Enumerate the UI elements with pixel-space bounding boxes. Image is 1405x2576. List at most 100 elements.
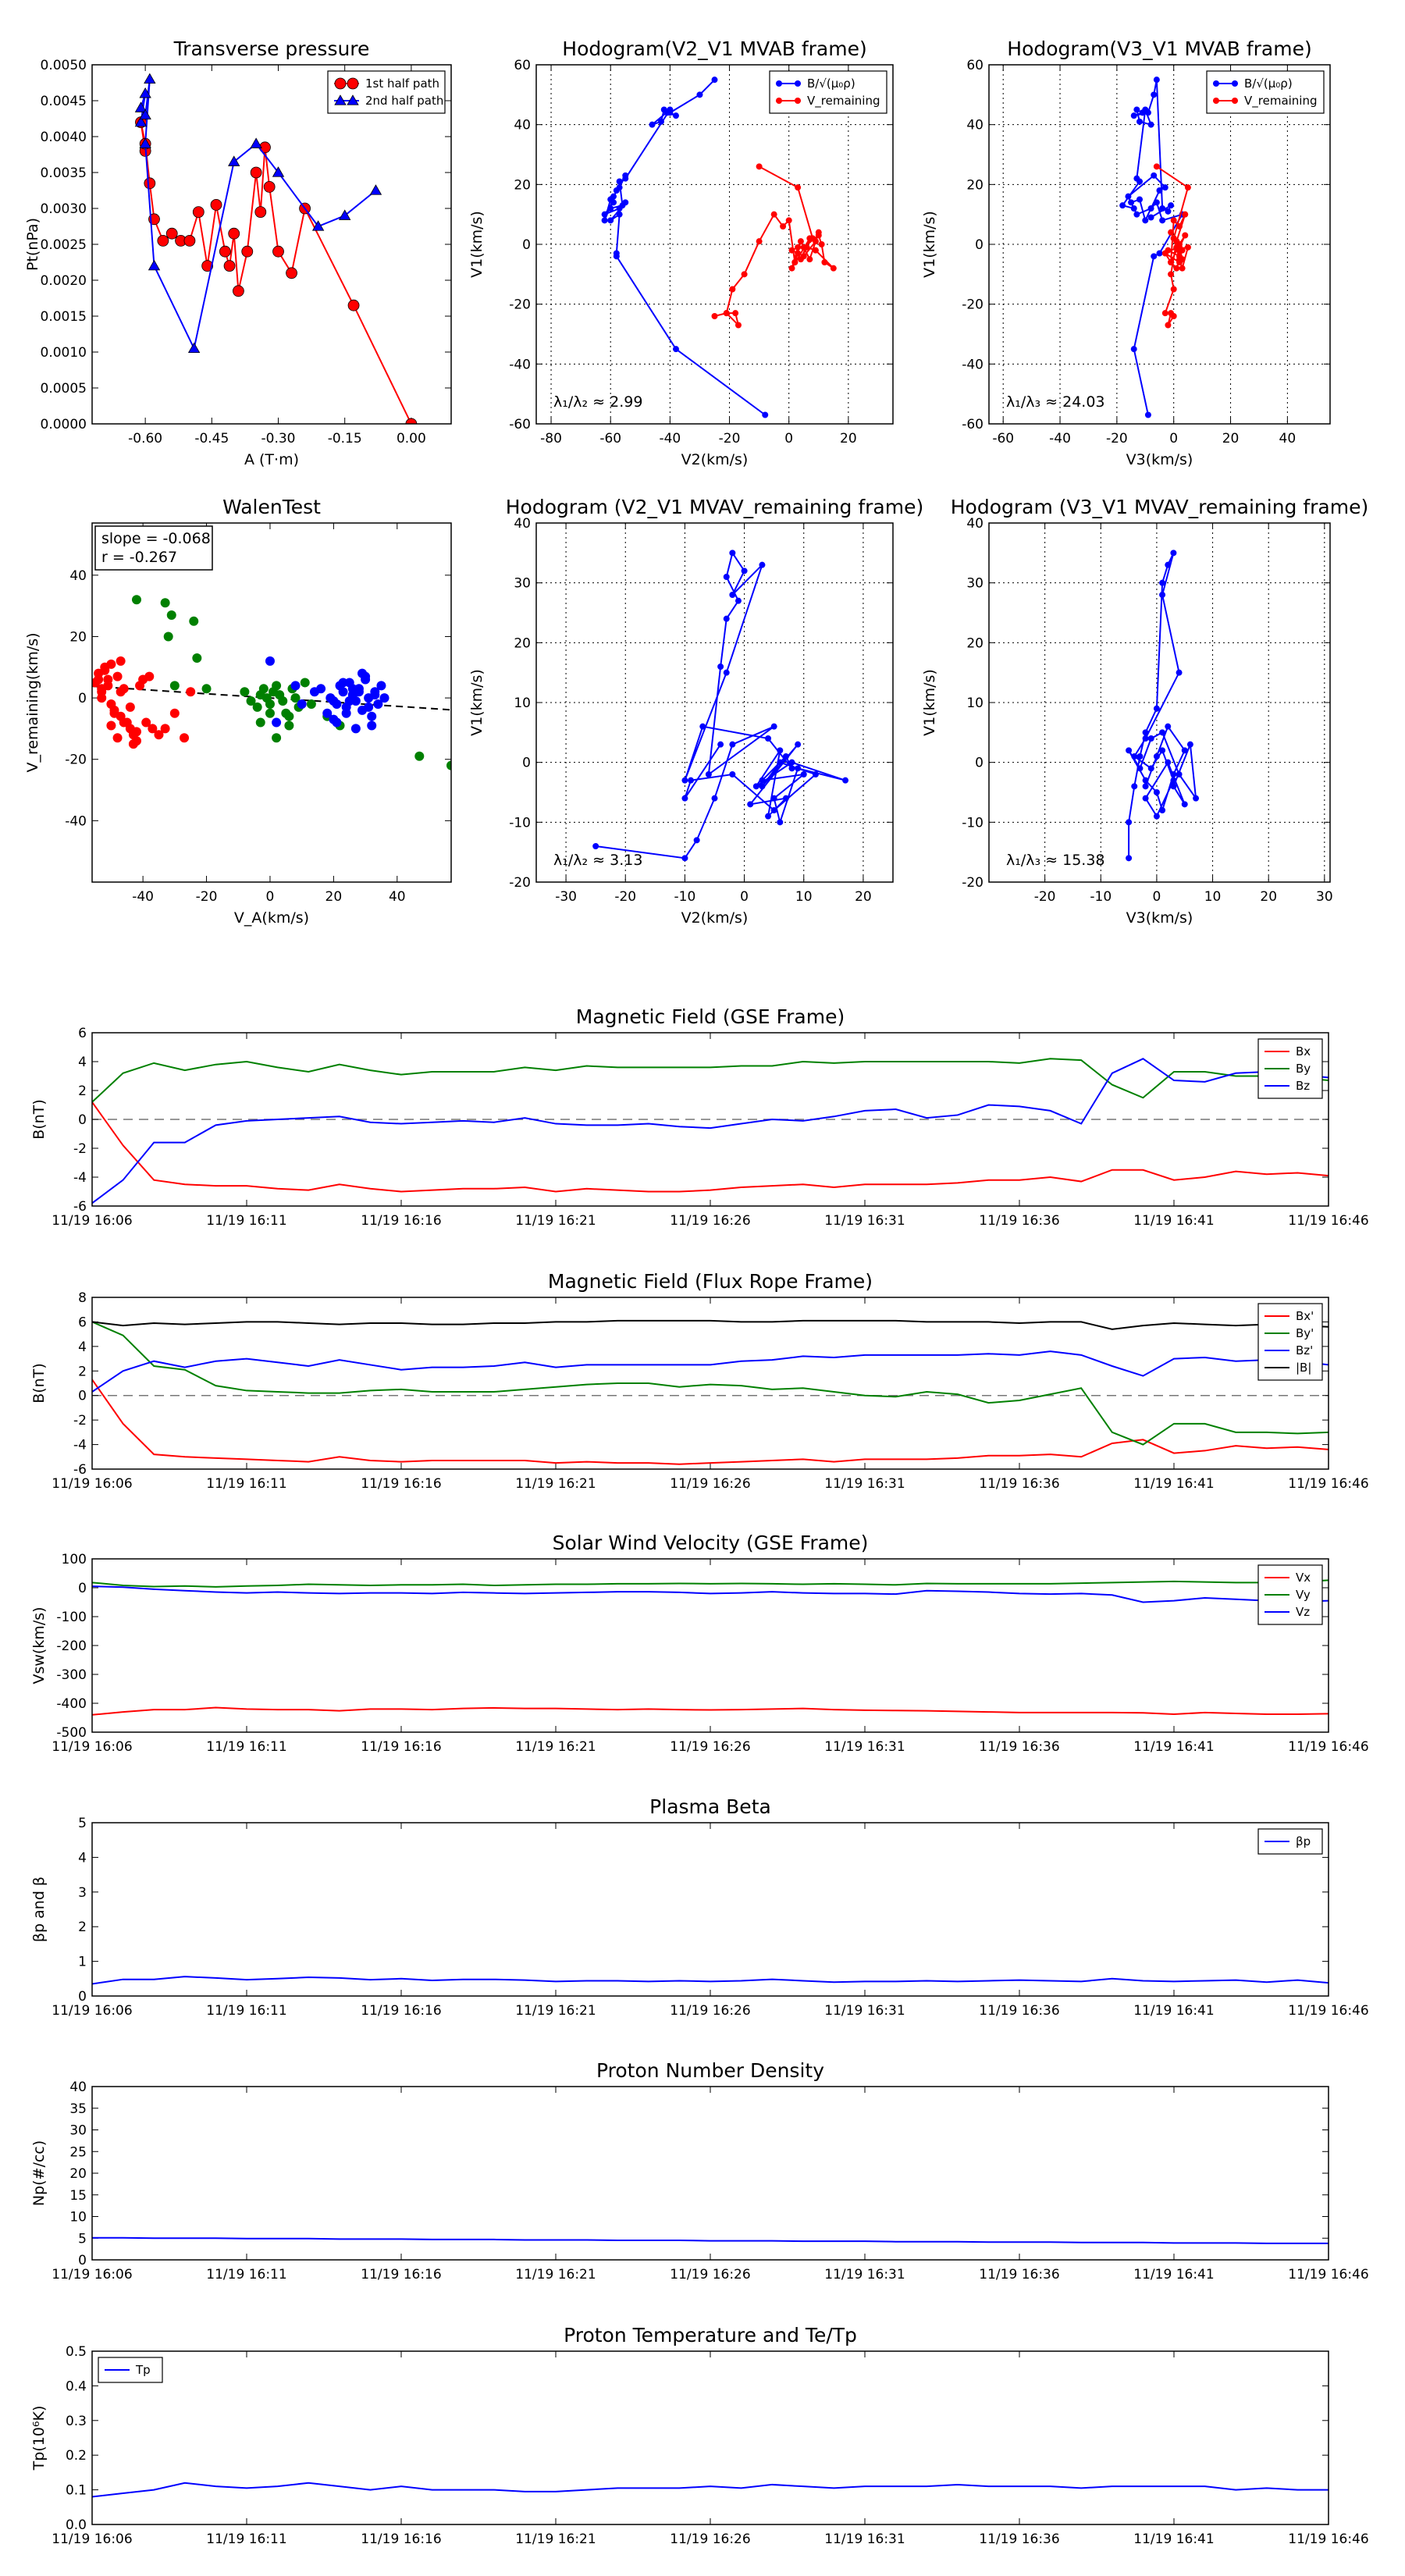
y-tick-label: 40 [69, 2080, 87, 2095]
data-point [131, 727, 141, 737]
x-tick-label: 0.00 [397, 431, 426, 447]
data-point [607, 205, 614, 212]
data-point [414, 751, 425, 761]
data-point [1170, 286, 1177, 293]
y-tick-label: -400 [56, 1696, 87, 1712]
y-tick-label: 25 [69, 2144, 87, 2160]
x-tick-label: 11/19 16:16 [361, 1739, 441, 1755]
x-tick-label: 11/19 16:41 [1133, 1739, 1214, 1755]
x-axis-label: V3(km/s) [1126, 909, 1193, 927]
data-point [770, 807, 777, 813]
data-point [729, 550, 736, 557]
y-tick-label: 35 [69, 2101, 87, 2117]
y-tick-label: 20 [514, 177, 531, 193]
data-point [1170, 313, 1177, 319]
y-tick-label: 10 [514, 696, 531, 711]
data-point [370, 690, 380, 700]
data-point [1168, 259, 1175, 265]
data-point [1159, 729, 1166, 736]
plot-frame [91, 522, 452, 883]
x-tick-label: 11/19 16:21 [515, 1476, 596, 1492]
data-point [254, 206, 267, 219]
chart-mag_fr: Magnetic Field (Flux Rope Frame) -6 -4 -2 0 2… [30, 1270, 1369, 1492]
chart-title: Proton Temperature and Te/Tp [564, 2324, 857, 2347]
data-point [290, 693, 301, 703]
legend-box [1257, 1038, 1323, 1099]
data-point [1156, 250, 1163, 257]
y-tick-label: 0.0020 [41, 273, 87, 289]
data-point [795, 250, 802, 257]
y-tick-label: 20 [966, 177, 984, 193]
data-point [681, 855, 688, 862]
y-tick-label: -40 [509, 357, 531, 372]
data-point [103, 681, 113, 691]
chart-data-layer [601, 76, 837, 418]
data-point [219, 245, 231, 258]
y-tick-label: -100 [56, 1610, 87, 1625]
legend-label: By' [1296, 1326, 1314, 1340]
series-line [596, 550, 846, 859]
data-point [681, 777, 688, 784]
data-point [782, 753, 789, 760]
plot-frame [91, 2086, 1329, 2261]
x-tick-label: 10 [1204, 889, 1222, 905]
data-point [747, 801, 754, 808]
x-tick-label: 11/19 16:26 [670, 2532, 750, 2547]
y-tick-label: 0.4 [66, 2379, 87, 2394]
data-point [812, 247, 819, 254]
data-point [711, 76, 718, 84]
x-tick-label: 11/19 16:41 [1133, 2003, 1214, 2019]
data-point [97, 693, 107, 703]
data-point [263, 180, 276, 193]
data-point [1182, 232, 1189, 239]
data-point [1176, 259, 1183, 265]
chart-data-layer [134, 73, 418, 424]
data-point [1168, 271, 1175, 278]
data-point [290, 681, 301, 691]
data-point [788, 265, 795, 272]
data-point [705, 771, 712, 777]
data-point [228, 227, 240, 240]
y-tick-label: 2 [78, 1083, 87, 1099]
data-point [735, 322, 742, 329]
y-tick-label: -200 [56, 1638, 87, 1654]
x-tick-label: 11/19 16:06 [52, 2267, 132, 2282]
data-point [735, 597, 742, 604]
data-point [723, 574, 730, 580]
data-point [622, 175, 629, 182]
legend-label: By [1296, 1062, 1311, 1076]
y-tick-label: 10 [966, 696, 984, 711]
x-tick-label: 11/19 16:16 [361, 2532, 441, 2547]
data-point [1179, 247, 1186, 254]
data-point [144, 73, 156, 84]
chart-data-layer [92, 595, 451, 770]
y-tick-label: -6 [73, 1462, 87, 1478]
x-tick-label: 11/19 16:11 [206, 2267, 286, 2282]
y-tick-label: -60 [962, 417, 984, 432]
y-tick-label: 0 [522, 237, 531, 253]
x-tick-label: -20 [719, 431, 741, 447]
data-point [830, 265, 837, 272]
data-point [134, 116, 148, 127]
x-tick-label: 10 [795, 889, 813, 905]
data-point [699, 723, 706, 730]
plot-frame [91, 1822, 1329, 1997]
data-point [732, 310, 739, 317]
legend-marker [1213, 80, 1219, 87]
data-point [1136, 196, 1144, 203]
y-tick-label: 6 [78, 1315, 87, 1330]
data-point [1159, 579, 1166, 586]
y-tick-label: 20 [514, 635, 531, 651]
data-point [1128, 199, 1135, 206]
y-axis-label: V_remaining(km/s) [24, 632, 41, 772]
y-tick-label: 6 [78, 1026, 87, 1041]
y-axis-label: V1(km/s) [921, 669, 938, 736]
data-point [192, 206, 205, 219]
data-point [286, 267, 297, 279]
x-tick-label: -0.60 [128, 431, 162, 447]
data-point [1126, 747, 1133, 754]
y-tick-label: -500 [56, 1725, 87, 1741]
data-point [1170, 550, 1177, 557]
y-tick-label: 15 [69, 2188, 87, 2204]
data-point [364, 702, 374, 712]
